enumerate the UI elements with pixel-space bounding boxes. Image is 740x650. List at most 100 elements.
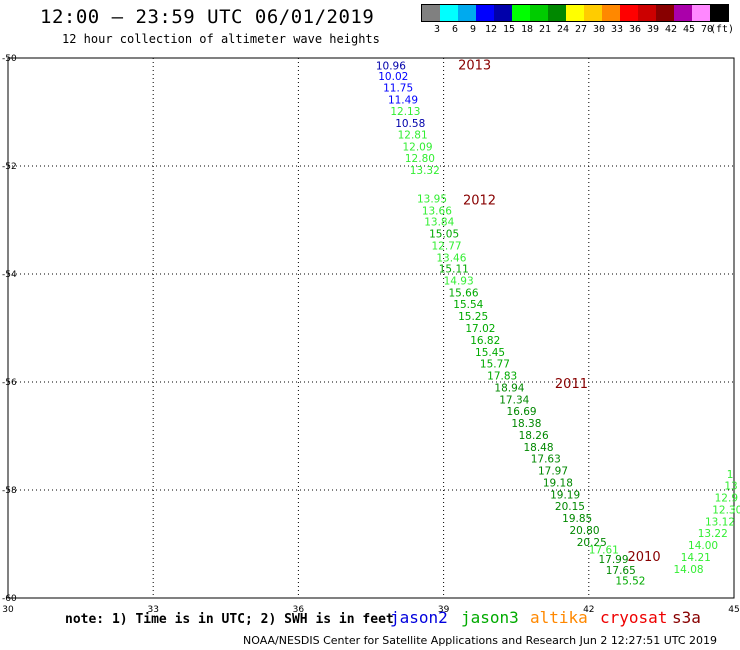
wave-height-label: 13 xyxy=(724,481,737,493)
wave-height-label: 10.96 xyxy=(376,61,406,73)
legend-swatch xyxy=(656,5,674,21)
legend-swatches xyxy=(421,4,729,22)
legend-swatch xyxy=(566,5,584,21)
legend-swatch xyxy=(494,5,512,21)
legend-label: 39 xyxy=(646,24,660,35)
wave-height-label: 20.80 xyxy=(569,525,599,537)
map-subtitle: 12 hour collection of altimeter wave hei… xyxy=(62,32,380,46)
wave-height-label: 15.54 xyxy=(453,299,483,311)
credit-line: NOAA/NESDIS Center for Satellite Applica… xyxy=(243,634,718,647)
wave-height-label: 17.65 xyxy=(606,565,636,577)
lon-tick-label: 42 xyxy=(583,605,594,615)
wave-height-label: 18.48 xyxy=(523,442,553,454)
track-label: 2013 xyxy=(458,58,491,73)
legend-label: 21 xyxy=(538,24,552,35)
wave-height-label: 13.84 xyxy=(424,217,454,229)
satellite-cryosat: cryosat xyxy=(600,608,668,627)
lat-tick-label: -56 xyxy=(2,378,17,388)
legend-labels: 3 6 9 12 15 18 21 24 27 30 33 36 39 42 45 70 (ft) xyxy=(421,22,734,36)
track-label: 2012 xyxy=(463,193,496,208)
track-label: 2011 xyxy=(555,377,588,392)
satellite-s3a: s3a xyxy=(672,608,701,627)
wave-height-label: 17.99 xyxy=(598,554,628,566)
wave-height-label: 13.66 xyxy=(422,205,452,217)
legend-swatch xyxy=(422,5,440,21)
footer-note: note: 1) Time is in UTC; 2) SWH is in fe… xyxy=(65,612,394,627)
lon-tick-label: 39 xyxy=(438,605,450,615)
lat-tick-label: -54 xyxy=(2,270,17,280)
legend-label: 70 xyxy=(700,24,714,35)
lat-tick-label: -58 xyxy=(2,486,17,496)
legend-label: (ft) xyxy=(709,24,735,35)
satellite-altika: altika xyxy=(530,608,588,627)
axis-ticks: 30 33 36 39 42 45 -50 -52 -54 -56 -58 -60 xyxy=(2,54,740,615)
map-title: 12:00 – 23:59 UTC 06/01/2019 xyxy=(40,6,375,28)
wave-height-label: 11.49 xyxy=(388,95,418,107)
legend-label: 30 xyxy=(592,24,606,35)
legend-swatch xyxy=(692,5,710,21)
wave-height-label: 15.52 xyxy=(615,576,645,588)
wave-height-label: 13.32 xyxy=(410,165,440,177)
wave-height-label: 19.85 xyxy=(562,513,592,525)
legend-swatch xyxy=(548,5,566,21)
wave-height-label: 15.45 xyxy=(475,347,505,359)
wave-height-label: 18.94 xyxy=(494,382,524,394)
satellite-jason3: jason3 xyxy=(461,608,519,627)
legend-label: 24 xyxy=(556,24,570,35)
legend-swatch xyxy=(476,5,494,21)
wave-height-label: 15.11 xyxy=(439,264,469,276)
wave-height-label: 17.83 xyxy=(487,371,517,383)
wave-height-label: 19.18 xyxy=(543,477,573,489)
wave-height-label: 14.93 xyxy=(444,275,474,287)
wave-height-label: 13.22 xyxy=(698,528,728,540)
legend-swatch xyxy=(584,5,602,21)
wave-height-label: 12.81 xyxy=(398,130,428,142)
legend-swatch xyxy=(512,5,530,21)
wave-height-label: 13.46 xyxy=(436,252,466,264)
legend-label: 12 xyxy=(484,24,498,35)
legend-label: 27 xyxy=(574,24,588,35)
lat-tick-label: -60 xyxy=(2,594,17,604)
wave-height-label: 15.25 xyxy=(458,311,488,323)
track-labels: 2013 2012 2011 2010 xyxy=(458,58,660,564)
wave-height-label: 16.69 xyxy=(507,406,537,418)
map-grid xyxy=(7,57,735,599)
wave-height-label: 11.75 xyxy=(383,83,413,95)
wave-height-label: 15.77 xyxy=(480,359,510,371)
track-label: 2010 xyxy=(628,550,661,565)
wave-height-label: 13.12 xyxy=(705,516,735,528)
legend-label: 9 xyxy=(469,24,477,35)
wave-height-label: 12.80 xyxy=(405,153,435,165)
lon-tick-label: 45 xyxy=(728,605,739,615)
wave-height-label: 10.02 xyxy=(378,71,408,83)
wave-height-label: 17.97 xyxy=(538,466,568,478)
lon-tick-label: 33 xyxy=(147,605,158,615)
legend-label: 36 xyxy=(628,24,642,35)
wave-height-label: 12.13 xyxy=(390,106,420,118)
legend-label: 18 xyxy=(520,24,534,35)
legend-swatch xyxy=(530,5,548,21)
lat-tick-label: -50 xyxy=(2,54,17,64)
legend-swatch xyxy=(440,5,458,21)
wave-height-label: 20.25 xyxy=(577,537,607,549)
lat-tick-label: -52 xyxy=(2,162,17,172)
legend-label: 3 xyxy=(433,24,441,35)
wave-height-label: 16.82 xyxy=(470,335,500,347)
legend-swatch xyxy=(458,5,476,21)
wave-height-label: 15.66 xyxy=(448,287,478,299)
wave-height-label: 12.9 xyxy=(715,493,738,505)
wave-height-label: 12.30 xyxy=(712,504,740,516)
legend-swatch xyxy=(674,5,692,21)
legend-label: 6 xyxy=(451,24,459,35)
wave-height-label: 20.15 xyxy=(555,501,585,513)
wave-height-label: 17.34 xyxy=(499,394,529,406)
color-legend: 3 6 9 12 15 18 21 24 27 30 33 36 39 42 45 70 (ft) xyxy=(421,4,734,36)
lon-tick-label: 30 xyxy=(2,605,14,615)
satellite-jason2: jason2 xyxy=(390,608,448,627)
wave-height-label: 17.63 xyxy=(531,454,561,466)
wave-height-label: 13.95 xyxy=(417,193,447,205)
wave-height-label: 18.38 xyxy=(511,418,541,430)
legend-label: 42 xyxy=(664,24,678,35)
legend-swatch xyxy=(638,5,656,21)
legend-label: 15 xyxy=(502,24,516,35)
